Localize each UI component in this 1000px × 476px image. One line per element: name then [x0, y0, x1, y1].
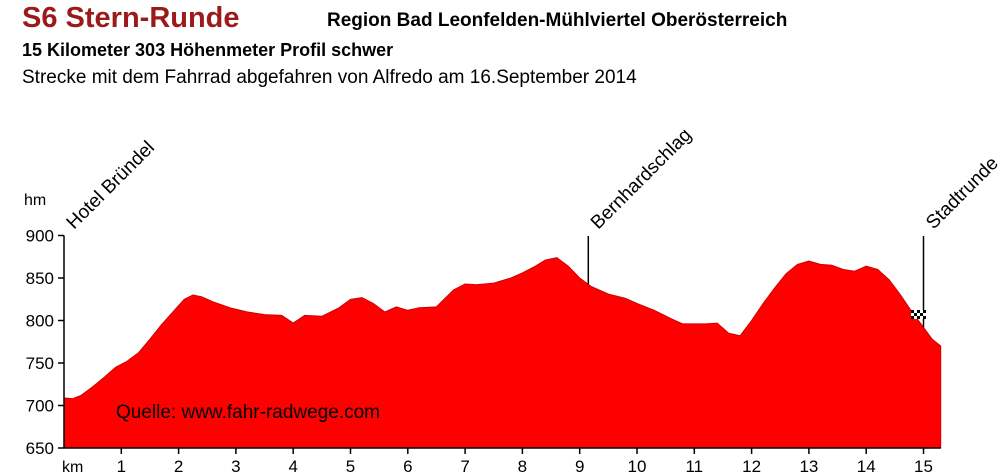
page-title: S6 Stern-Runde	[22, 2, 240, 34]
flag-cell	[920, 310, 923, 313]
waypoint-label: Bernhardschlag	[587, 125, 696, 234]
x-tick-label: 6	[403, 457, 412, 476]
flag-cell	[923, 310, 926, 313]
flag-cell	[911, 316, 914, 319]
y-tick-label: 800	[26, 312, 54, 331]
flag-cell	[911, 310, 914, 313]
x-tick-label: 14	[857, 457, 876, 476]
elevation-area	[63, 257, 942, 449]
y-tick-label: 900	[26, 227, 54, 246]
x-tick-label: 7	[460, 457, 469, 476]
flag-cell	[923, 313, 926, 316]
x-tick-label: 9	[575, 457, 584, 476]
x-tick-label: 2	[174, 457, 183, 476]
route-stats: 15 Kilometer 303 Höhenmeter Profil schwe…	[22, 40, 394, 60]
y-axis-label: hm	[24, 192, 46, 209]
x-tick-label: 1	[117, 457, 126, 476]
x-axis-label: km	[62, 459, 83, 476]
x-tick-label: 4	[288, 457, 297, 476]
waypoint-label: Hotel Bründel	[63, 137, 159, 233]
flag-cell	[917, 310, 920, 313]
flag-cell	[911, 313, 914, 316]
y-tick-label: 700	[26, 397, 54, 416]
y-tick-label: 650	[26, 439, 54, 458]
route-description: Strecke mit dem Fahrrad abgefahren von A…	[22, 67, 637, 88]
flag-cell	[917, 313, 920, 316]
x-tick-label: 5	[346, 457, 355, 476]
y-tick-label: 850	[26, 269, 54, 288]
flag-cell	[923, 316, 926, 319]
x-tick-label: 11	[685, 457, 703, 476]
y-tick-label: 750	[26, 354, 54, 373]
flag-cell	[920, 316, 923, 319]
x-tick-label: 10	[628, 457, 647, 476]
flag-cell	[917, 316, 920, 319]
flag-cell	[914, 313, 917, 316]
x-tick-label: 8	[518, 457, 527, 476]
x-tick-label: 15	[914, 457, 933, 476]
flag-cell	[914, 316, 917, 319]
flag-cell	[920, 313, 923, 316]
region-title: Region Bad Leonfelden-Mühlviertel Oberös…	[327, 10, 788, 31]
x-tick-label: 13	[799, 457, 818, 476]
x-tick-label: 12	[742, 457, 761, 476]
flag-cell	[914, 310, 917, 313]
finish-flag-icon	[911, 310, 926, 319]
x-tick-label: 3	[231, 457, 240, 476]
source-label: Quelle: www.fahr-radwege.com	[116, 402, 380, 423]
waypoint-label: Stadtrunde	[922, 153, 1000, 234]
